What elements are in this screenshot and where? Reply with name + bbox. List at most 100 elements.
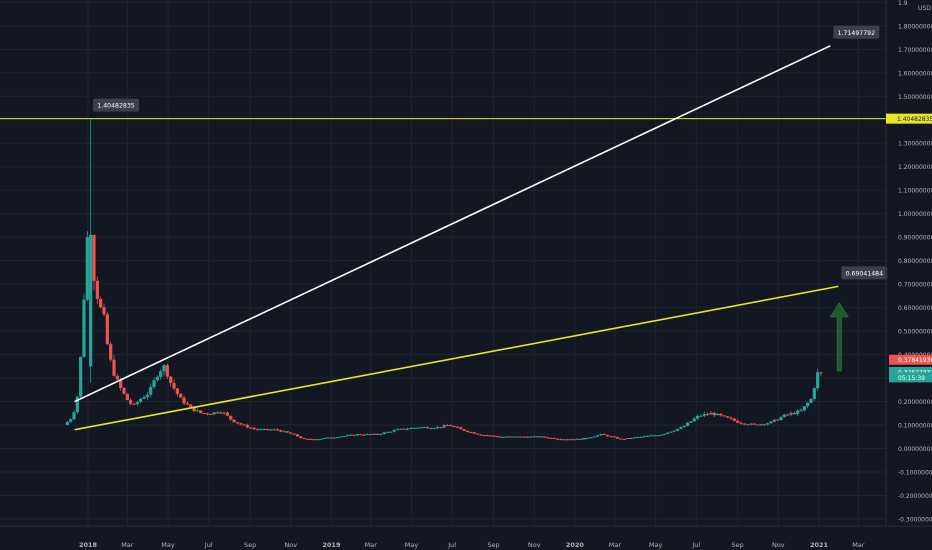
trend-callout-box bbox=[841, 266, 888, 280]
candle-body bbox=[399, 428, 403, 430]
candle-body bbox=[345, 435, 350, 437]
candle-body bbox=[522, 436, 526, 438]
candle-body bbox=[435, 427, 440, 429]
price-tick-label: 1.30000000 bbox=[898, 141, 932, 148]
price-tick-label: 0.20000000 bbox=[898, 399, 932, 406]
candle-body bbox=[696, 415, 700, 419]
candle-body bbox=[132, 403, 136, 405]
candle-body bbox=[482, 435, 486, 437]
candle-body bbox=[439, 427, 443, 429]
candle-body bbox=[262, 428, 266, 430]
candle-body bbox=[629, 437, 633, 439]
candle-body bbox=[205, 413, 209, 415]
candle-body bbox=[259, 429, 263, 431]
candle-body bbox=[305, 438, 310, 440]
candle-body bbox=[539, 436, 543, 438]
candle-body bbox=[405, 428, 410, 430]
candle-body bbox=[625, 437, 630, 439]
time-tick-label: Mar bbox=[609, 541, 622, 549]
candle-body bbox=[799, 410, 803, 412]
price-tick-label: -0.20000000 bbox=[898, 493, 932, 500]
candle-body bbox=[375, 433, 380, 435]
time-tick-label: Jul bbox=[691, 541, 700, 549]
price-tick-label: 1.9 bbox=[898, 0, 908, 7]
candle-body bbox=[479, 434, 483, 436]
candle-body bbox=[589, 437, 593, 439]
candle-body bbox=[642, 436, 646, 438]
yellow-trend-line bbox=[74, 285, 839, 431]
candle-body bbox=[762, 424, 766, 426]
candle-body bbox=[726, 416, 730, 418]
candle-body bbox=[95, 280, 99, 299]
candle-body bbox=[85, 237, 89, 300]
price-axis-ticks: 1.9 1.80000000 1.70000000 1.60000000 1.50000… bbox=[898, 0, 932, 523]
candle-body bbox=[72, 412, 76, 420]
candle-body bbox=[719, 413, 723, 416]
price-tick-label: 1.00000000 bbox=[898, 211, 932, 218]
candle-body bbox=[515, 436, 520, 438]
time-tick-label: 2018 bbox=[79, 541, 98, 549]
candle-body bbox=[732, 418, 736, 421]
candle-body bbox=[155, 376, 159, 381]
price-tick-label: 0.10000000 bbox=[898, 423, 932, 430]
candle-body bbox=[766, 423, 770, 425]
candle-body bbox=[75, 396, 79, 413]
candle-body bbox=[252, 427, 256, 430]
time-tick-label: 2019 bbox=[322, 541, 341, 549]
candle-body bbox=[472, 432, 476, 434]
candle-body bbox=[412, 427, 416, 429]
candle-body bbox=[756, 424, 760, 426]
candle-body bbox=[559, 439, 563, 441]
yellow-trend-callout: 0.69041484 bbox=[841, 266, 888, 280]
grid bbox=[0, 0, 886, 526]
candle-body bbox=[489, 435, 493, 437]
candle-body bbox=[716, 413, 720, 416]
candle-body bbox=[592, 436, 596, 438]
ath-price-tag bbox=[886, 113, 932, 124]
candle-body bbox=[179, 393, 183, 398]
candle-body bbox=[339, 436, 343, 438]
candle-body bbox=[312, 439, 316, 441]
candle-body bbox=[742, 423, 746, 425]
candle-body bbox=[535, 436, 540, 438]
candle-body bbox=[659, 434, 663, 436]
candle-body bbox=[662, 433, 666, 435]
candle-body bbox=[149, 386, 153, 395]
candle-body bbox=[302, 438, 306, 440]
candle-body bbox=[712, 412, 716, 416]
candle-body bbox=[249, 427, 253, 429]
candle-body bbox=[462, 429, 466, 431]
time-tick-label: Mar bbox=[121, 541, 134, 549]
candle-body bbox=[392, 430, 396, 432]
price-tick-label: 0.70000000 bbox=[898, 282, 932, 289]
candle-body bbox=[349, 434, 353, 436]
candle-body bbox=[272, 429, 276, 431]
candle-body bbox=[445, 425, 450, 427]
candle-body bbox=[475, 433, 480, 435]
candle-body bbox=[619, 438, 623, 440]
candle-body bbox=[232, 419, 236, 423]
candle-body bbox=[469, 431, 473, 433]
candle-body bbox=[242, 424, 246, 426]
candle-body bbox=[749, 423, 753, 425]
candle-body bbox=[449, 425, 453, 427]
candle-body bbox=[172, 383, 176, 389]
candle-body bbox=[706, 414, 710, 416]
candle-body bbox=[816, 372, 820, 389]
candle-body bbox=[369, 434, 373, 436]
time-tick-label: 2021 bbox=[810, 541, 829, 549]
candle-body bbox=[235, 422, 240, 424]
candle-body bbox=[335, 437, 340, 439]
time-tick-label: May bbox=[405, 541, 419, 549]
time-tick-label: Jul bbox=[447, 541, 456, 549]
candle-body bbox=[769, 421, 773, 424]
candle-body bbox=[125, 393, 129, 401]
candle-body bbox=[135, 402, 139, 404]
candle-body bbox=[269, 429, 273, 431]
candle-body bbox=[512, 436, 516, 438]
candle-body bbox=[612, 436, 616, 438]
time-tick-label: Jul bbox=[204, 541, 213, 549]
candle-body bbox=[796, 410, 800, 414]
